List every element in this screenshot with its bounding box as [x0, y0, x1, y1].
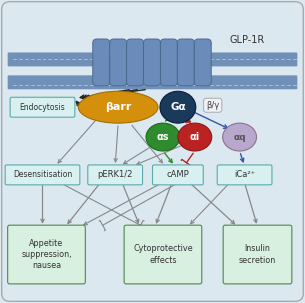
Text: αs: αs [157, 132, 169, 142]
Text: Gα: Gα [170, 102, 186, 112]
Ellipse shape [146, 123, 180, 151]
Text: Appetite
suppression,
nausea: Appetite suppression, nausea [21, 239, 72, 270]
Text: αi: αi [190, 132, 200, 142]
Ellipse shape [78, 91, 158, 123]
Text: Cytoprotective
effects: Cytoprotective effects [133, 245, 193, 265]
Text: βarr: βarr [105, 102, 131, 112]
FancyBboxPatch shape [178, 39, 194, 86]
FancyBboxPatch shape [152, 165, 203, 185]
Ellipse shape [178, 123, 212, 151]
FancyBboxPatch shape [5, 165, 80, 185]
Text: Insulin
secretion: Insulin secretion [239, 245, 276, 265]
Ellipse shape [160, 91, 196, 123]
FancyBboxPatch shape [223, 225, 292, 284]
Text: αq: αq [233, 133, 246, 142]
FancyBboxPatch shape [8, 52, 297, 66]
FancyBboxPatch shape [217, 165, 272, 185]
FancyBboxPatch shape [110, 39, 127, 86]
Text: iCa²⁺: iCa²⁺ [234, 170, 255, 179]
Text: GLP-1R: GLP-1R [230, 35, 265, 45]
Text: pERK1/2: pERK1/2 [98, 170, 133, 179]
FancyBboxPatch shape [127, 39, 144, 86]
FancyBboxPatch shape [8, 225, 85, 284]
Ellipse shape [223, 123, 257, 151]
FancyBboxPatch shape [2, 2, 303, 301]
FancyBboxPatch shape [160, 39, 178, 86]
FancyBboxPatch shape [8, 75, 297, 89]
FancyBboxPatch shape [194, 39, 211, 86]
FancyBboxPatch shape [144, 39, 160, 86]
Text: Desensitisation: Desensitisation [13, 170, 72, 179]
FancyBboxPatch shape [88, 165, 142, 185]
Text: Endocytosis: Endocytosis [20, 103, 65, 112]
Text: cAMP: cAMP [167, 170, 189, 179]
FancyBboxPatch shape [10, 97, 75, 117]
FancyBboxPatch shape [93, 39, 110, 86]
FancyBboxPatch shape [124, 225, 202, 284]
Text: β/γ: β/γ [206, 101, 219, 110]
